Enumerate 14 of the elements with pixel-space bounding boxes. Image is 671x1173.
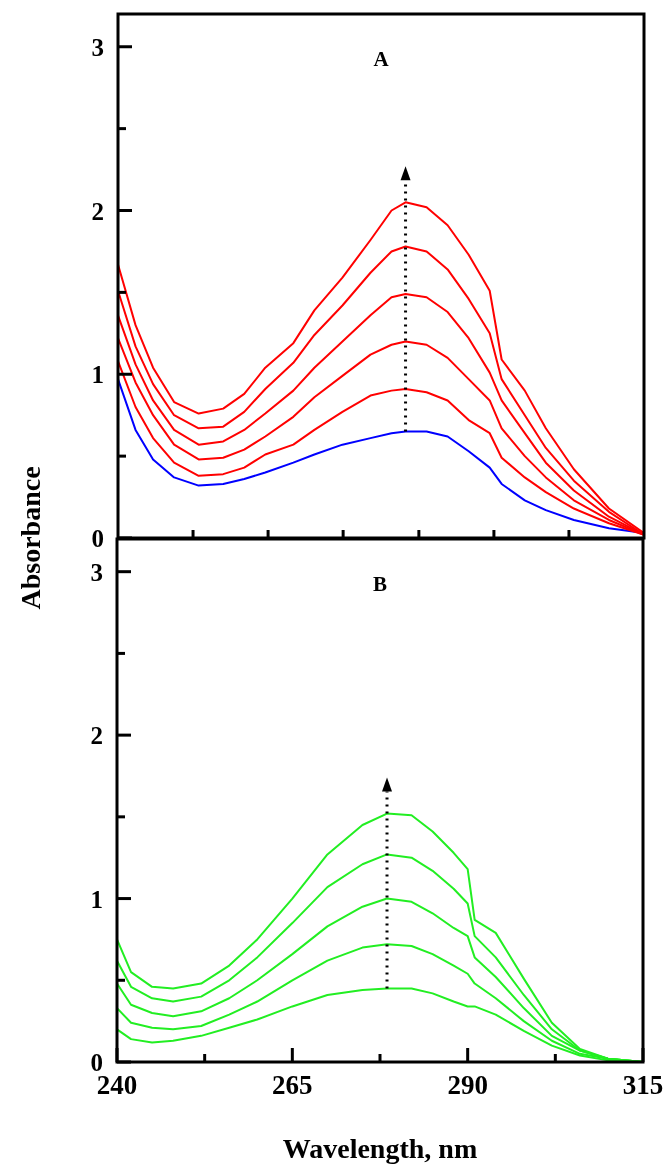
x-axis-title: Wavelength, nm	[282, 1133, 478, 1164]
y-tick-label: 1	[91, 361, 104, 389]
y-tick-label: 2	[91, 197, 104, 225]
y-axis-title: Absorbance	[15, 466, 46, 610]
text: A	[373, 47, 390, 71]
y-tick-label: 0	[91, 525, 104, 552]
y-tick-label: 1	[90, 885, 103, 913]
x-tick-label: 290	[447, 1070, 488, 1100]
x-tick-label: 265	[272, 1070, 313, 1100]
x-tick-label: 315	[622, 1070, 664, 1100]
text: B	[372, 572, 388, 596]
y-tick-label: 3	[91, 33, 104, 61]
y-tick-label: 2	[90, 722, 103, 750]
y-tick-label: 3	[90, 558, 103, 586]
